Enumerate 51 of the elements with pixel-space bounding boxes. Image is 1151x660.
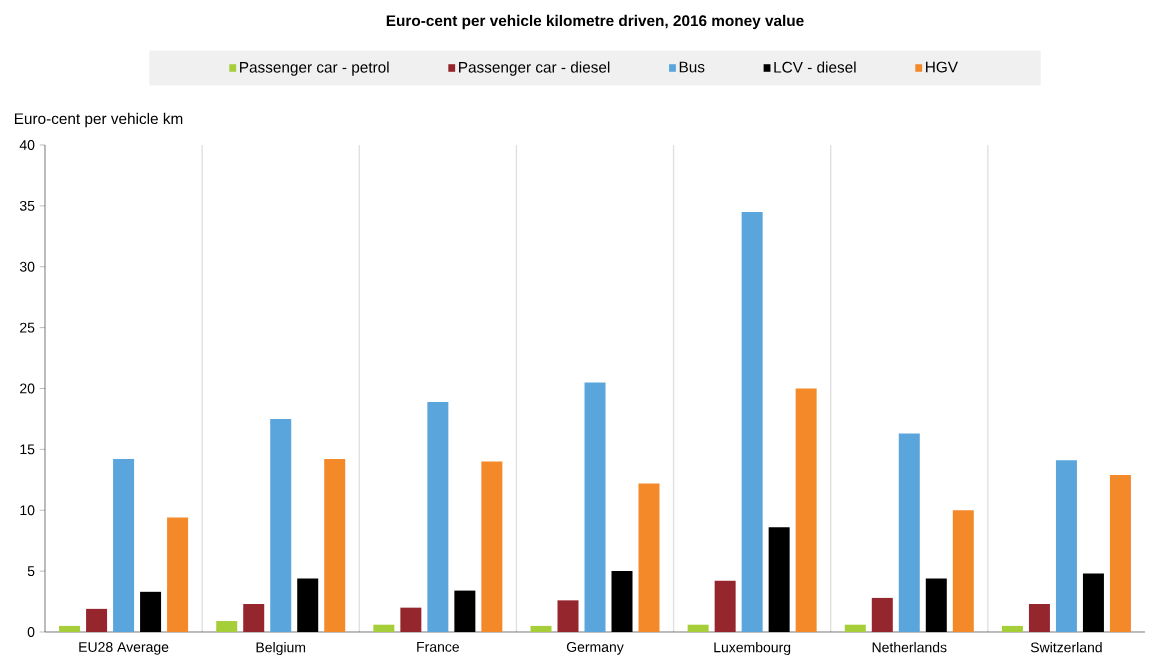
y-tick-label: 0	[27, 627, 35, 637]
y-tick-label: 10	[20, 505, 35, 516]
bar	[741, 211, 763, 632]
bar	[952, 510, 974, 632]
bar	[243, 604, 265, 632]
bar	[481, 461, 503, 632]
legend-label: HGV	[926, 61, 958, 73]
bar	[324, 459, 346, 632]
y-tick-label: 30	[19, 261, 35, 272]
bar	[1028, 604, 1050, 632]
bar	[1109, 474, 1131, 632]
bar	[898, 433, 920, 632]
y-tick-label: 15	[20, 444, 35, 455]
x-tick-label: Netherlands	[872, 642, 947, 653]
bar	[373, 624, 395, 632]
x-tick-label: EU28 Average	[79, 642, 169, 655]
x-tick-label: Switzerland	[1030, 642, 1102, 653]
bar	[113, 459, 135, 632]
bar	[795, 388, 817, 632]
y-axis-title: Euro-cent per vehicle km	[14, 112, 183, 128]
legend-label: Bus	[679, 61, 705, 73]
y-tick-label: 35	[19, 200, 35, 211]
x-tick-label: Belgium	[256, 642, 306, 656]
y-tick-label: 5	[27, 566, 35, 577]
bar	[584, 382, 606, 632]
bar	[714, 580, 736, 632]
legend-label: LCV - diesel	[774, 61, 856, 73]
bar	[687, 624, 709, 632]
legend-label: Passenger car - petrol	[240, 61, 389, 76]
legend-label: Passenger car - diesel	[459, 61, 610, 76]
bar	[530, 625, 552, 632]
bar	[86, 608, 108, 632]
bar	[638, 483, 660, 632]
y-tick-label: 25	[20, 322, 35, 333]
bar	[427, 401, 449, 632]
chart-title: Euro-cent per vehicle kilometre driven, 2016 money value	[386, 14, 804, 30]
x-tick-label: Luxembourg	[714, 642, 791, 656]
bar	[270, 418, 292, 632]
bar	[1001, 625, 1023, 632]
bar	[167, 517, 189, 632]
bar	[1055, 460, 1077, 632]
bar	[59, 625, 81, 632]
bar	[216, 621, 238, 632]
x-tick-label: France	[417, 642, 460, 652]
bar	[871, 597, 893, 632]
y-tick-label: 40	[19, 140, 35, 150]
y-tick-label: 20	[20, 383, 35, 394]
bar	[400, 607, 422, 632]
bar	[844, 624, 866, 632]
x-tick-label: Germany	[566, 642, 624, 655]
bar	[557, 600, 579, 632]
